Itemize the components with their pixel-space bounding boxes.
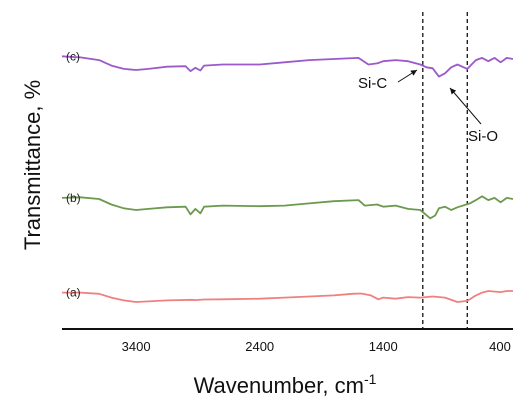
series-label-b: (b) bbox=[66, 191, 81, 205]
annotation-arrow-si-o bbox=[449, 87, 482, 125]
x-tick-label: 1400 bbox=[369, 339, 398, 354]
y-axis-title: Transmittance, % bbox=[20, 80, 45, 250]
x-tick-labels: 3400 2400 1400 400 bbox=[122, 339, 511, 354]
x-tick-label: 2400 bbox=[245, 339, 274, 354]
series-label-c: (c) bbox=[66, 49, 80, 63]
annotations: Si-C Si-O bbox=[358, 69, 498, 145]
series-line-c bbox=[61, 55, 513, 78]
annotation-si-o: Si-O bbox=[468, 128, 498, 145]
series-labels: (a) (b) (c) bbox=[66, 49, 81, 299]
series-line-b bbox=[61, 195, 513, 220]
x-axis-title: Wavenumber, cm-1 bbox=[194, 371, 377, 398]
x-tick-label: 3400 bbox=[122, 339, 151, 354]
annotation-arrow-si-c bbox=[397, 69, 418, 83]
plot-area bbox=[61, 12, 513, 329]
x-axis-title-text: Wavenumber, cm bbox=[194, 373, 364, 398]
series-label-a: (a) bbox=[66, 286, 81, 300]
series-line-a bbox=[62, 290, 513, 303]
x-tick-label: 400 bbox=[489, 339, 511, 354]
x-axis-title-superscript: -1 bbox=[364, 371, 377, 387]
annotation-si-c: Si-C bbox=[358, 75, 387, 92]
